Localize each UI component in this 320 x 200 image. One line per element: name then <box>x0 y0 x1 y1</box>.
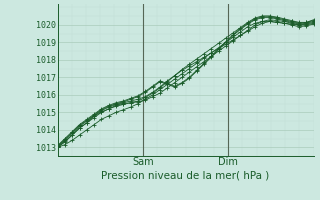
X-axis label: Pression niveau de la mer( hPa ): Pression niveau de la mer( hPa ) <box>101 170 270 180</box>
